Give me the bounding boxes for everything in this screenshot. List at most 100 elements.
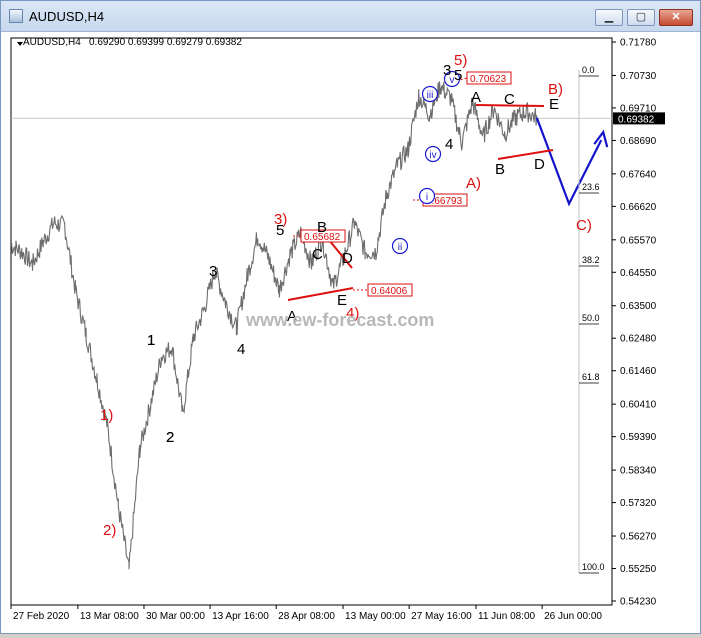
wave-label: C (504, 91, 515, 108)
trend-line (287, 287, 354, 301)
y-tick-label: 0.60410 (620, 400, 657, 411)
symbol-dropdown-icon (17, 42, 23, 46)
wave-label: A (471, 89, 481, 106)
projection-arrow-head (593, 129, 609, 148)
wave-label-circle (443, 70, 461, 88)
price-box-label: 0.66793 (426, 196, 463, 207)
wave-label-circle (424, 145, 442, 163)
wave-label-circle (391, 237, 409, 255)
y-tick-label: 0.69710 (620, 103, 657, 114)
x-tick-label: 30 Mar 00:00 (146, 611, 205, 622)
maximize-button[interactable]: ▢ (627, 9, 655, 26)
plot-frame (10, 37, 613, 606)
header-ohlc: 0.69290 0.69399 0.69279 0.69382 (89, 37, 242, 48)
wave-label: C (312, 246, 323, 263)
price-box-connector (452, 77, 468, 83)
y-tick-label: 0.63500 (620, 301, 657, 312)
header-symbol: AUDUSD,H4 (23, 37, 81, 48)
window-title: AUDUSD,H4 (29, 9, 105, 24)
wave-label: D (342, 250, 353, 267)
grid-layer (10, 37, 613, 606)
wave-label: 5) (454, 52, 467, 69)
wave-label: B (495, 161, 505, 178)
chart-app-icon (9, 9, 23, 23)
price-box-label: 0.70623 (470, 74, 507, 85)
price-series-line (10, 81, 538, 570)
wave-label: 5 (276, 222, 284, 239)
wave-label: 1) (100, 407, 113, 424)
wave-label: 1 (147, 332, 155, 349)
price-box (300, 229, 346, 243)
x-tick-label: 11 Jun 08:00 (478, 611, 536, 622)
wave-label: B (317, 219, 327, 236)
wave-label: 4 (237, 341, 245, 358)
y-tick-label: 0.61460 (620, 366, 657, 377)
axis-layer: 0.71780 0.70730 0.69710 0.68690 0.67640 0.666… (10, 38, 665, 622)
trend-line (475, 104, 545, 107)
wave-label: D (534, 156, 545, 173)
annotation-layer: 0.0 23.6 38.2 50.0 61.8 100.0 0.70623 0.66793 0.… (100, 52, 609, 574)
projection-path (535, 117, 603, 207)
x-tick-label: 13 Apr 16:00 (212, 611, 269, 622)
wave-label: 5 (454, 67, 462, 84)
price-box (367, 283, 413, 297)
y-tick-label: 0.55250 (620, 564, 657, 575)
x-tick-label: 26 Jun 00:00 (544, 611, 602, 622)
y-tick-label: 0.68690 (620, 136, 657, 147)
fib-level-label: 23.6 (582, 182, 600, 192)
y-tick-label: 0.58340 (620, 466, 657, 477)
y-tick-label: 0.71780 (620, 38, 657, 49)
chart-area[interactable]: 0.0 23.6 38.2 50.0 61.8 100.0 0.70623 0.66793 0.… (1, 32, 700, 633)
wave-label: 3 (443, 62, 451, 79)
wave-label-circle (421, 85, 439, 103)
fib-level-label: 61.8 (582, 372, 600, 382)
fib-level-label: 38.2 (582, 255, 600, 265)
y-tick-label: 0.67640 (620, 169, 657, 180)
wave-label: i (426, 192, 428, 203)
wave-label: E (549, 96, 559, 113)
wave-label: iv (429, 150, 436, 161)
wave-label: 3 (209, 263, 217, 280)
y-tick-label: 0.65570 (620, 235, 657, 246)
x-tick-label: 27 May 16:00 (411, 611, 472, 622)
wave-label: v (450, 75, 455, 86)
price-box-label: 0.64006 (371, 286, 408, 297)
y-tick-label: 0.59390 (620, 432, 657, 443)
price-box (466, 71, 512, 85)
window-titlebar[interactable]: AUDUSD,H4 ▁ ▢ ✕ (1, 1, 700, 32)
y-tick-label: 0.57320 (620, 498, 657, 509)
minimize-button[interactable]: ▁ (595, 9, 623, 26)
close-button[interactable]: ✕ (659, 9, 693, 26)
x-tick-label: 27 Feb 2020 (13, 611, 70, 622)
y-tick-label: 0.62480 (620, 334, 657, 345)
fib-level-label: 100.0 (582, 562, 605, 572)
y-tick-label: 0.70730 (620, 71, 657, 82)
current-price-label: 0.69382 (618, 114, 655, 125)
wave-label-circle (418, 187, 436, 205)
wave-label: A (287, 308, 297, 325)
y-tick-label: 0.56270 (620, 532, 657, 543)
wave-label: ii (398, 242, 402, 253)
chart-svg: 0.0 23.6 38.2 50.0 61.8 100.0 0.70623 0.66793 0.… (10, 37, 665, 622)
wave-label: 2 (166, 429, 174, 446)
x-tick-label: 13 May 00:00 (345, 611, 406, 622)
wave-label: 4 (445, 136, 453, 153)
x-tick-label: 13 Mar 08:00 (80, 611, 139, 622)
wave-label: E (337, 292, 347, 309)
watermark: www.ew-forecast.com (245, 310, 434, 330)
wave-label: A) (466, 175, 481, 192)
price-box-label: 0.65682 (304, 232, 341, 243)
trend-line (328, 239, 353, 269)
wave-label: 2 (166, 429, 174, 446)
current-price-box (613, 112, 665, 125)
y-tick-label: 0.54230 (620, 597, 657, 608)
fib-level-label: 50.0 (582, 313, 600, 323)
trend-line (497, 149, 554, 160)
wave-label: B) (548, 81, 563, 98)
wave-label: C) (576, 217, 592, 234)
wave-label: iii (427, 90, 434, 101)
wave-label: 3) (274, 211, 287, 228)
wave-label: 2) (103, 522, 116, 539)
fib-level-label: 0.0 (582, 65, 595, 75)
